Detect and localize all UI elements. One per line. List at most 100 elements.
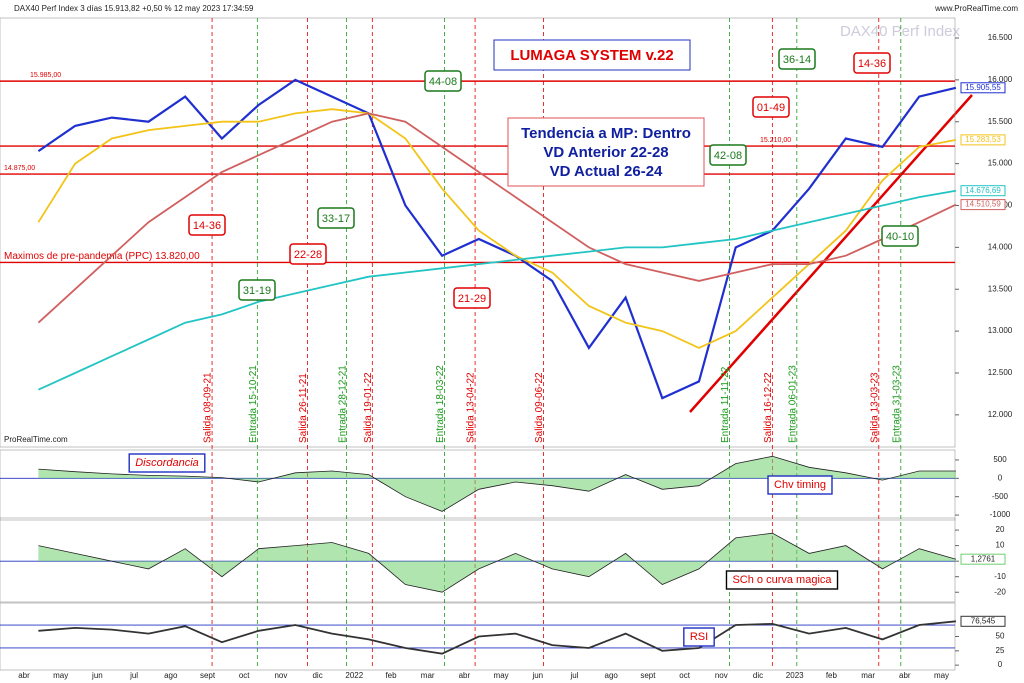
value-label: 76,545 [971,616,996,625]
event-label: Entrada 18-03-22 [435,365,446,443]
score-label: 22-28 [294,249,322,261]
x-tick-label: feb [385,671,397,680]
value-label: 1,2761 [971,554,996,563]
x-tick-label: mar [861,671,875,680]
panel-frame [0,17,956,448]
y-tick-label: 13.000 [988,326,1013,335]
value-label: 14.510,59 [965,200,1001,209]
panel-annotation: Chv timing [774,479,826,491]
y-tick-label: 10 [996,541,1005,550]
panel-annotation: Discordancia [135,457,199,469]
line [37,112,957,324]
y-tick-label: 15.500 [988,117,1013,126]
subtitle: VD Anterior 22-28 [543,144,668,161]
line [37,108,957,349]
x-tick-label: jun [531,671,543,680]
score-box [709,144,747,166]
y-tick-label: 14.000 [988,242,1013,251]
score-box [453,287,491,309]
subtitle: Tendencia a MP: Dentro [521,125,691,142]
x-tick-label: mar [421,671,435,680]
x-tick-label: oct [679,671,690,680]
header-site: www.ProRealTime.com [934,4,1018,13]
event-label: Salida 13-04-22 [466,372,477,443]
x-tick-label: jun [91,671,103,680]
y-tick-label: 50 [996,632,1005,641]
score-label: 44-08 [429,76,457,88]
value-label-box [960,615,1006,627]
level-label: Maximos de pre-pandemia (PPC) 13.820,00 [4,251,200,262]
score-box [778,48,816,70]
event-label: Salida 08-09-21 [203,372,214,443]
x-tick-label: abr [459,671,471,680]
value-label: 15.283,53 [965,135,1001,144]
event-label: Entrada 11-11-22 [720,366,731,443]
line [38,455,956,512]
x-tick-label: jul [569,671,578,680]
x-tick-label: jul [129,671,138,680]
score-label: 33-17 [322,213,350,225]
event-label: Salida 16-12-22 [763,372,774,443]
score-box [424,70,462,92]
score-label: 40-10 [886,231,914,243]
y-tick-label: 16.500 [988,33,1013,42]
level-label: 14.875,00 [4,165,35,172]
annotation-box [683,627,715,647]
score-label: 21-29 [458,293,486,305]
y-tick-label: -500 [992,492,1009,501]
chart-title: LUMAGA SYSTEM v.22 [510,47,673,64]
x-tick-label: may [53,671,68,680]
event-label: Salida 13-03-23 [869,372,880,443]
header-instrument: DAX40 Perf Index 3 días 15.913,82 +0,50 … [14,4,254,13]
panel-frame [0,449,956,521]
x-tick-label: ago [164,671,178,680]
value-label-box [960,185,1006,197]
score-label: 36-14 [783,54,811,66]
x-tick-label: oct [239,671,250,680]
x-tick-label: feb [826,671,838,680]
event-label: Salida 19-01-22 [363,372,374,443]
x-tick-label: sept [640,671,656,680]
y-tick-label: -1000 [990,510,1011,519]
x-tick-label: sept [200,671,216,680]
y-tick-label: 12.500 [988,368,1013,377]
score-box [238,279,276,301]
score-label: 31-19 [243,285,271,297]
event-label: Entrada 06-01-23 [787,365,798,443]
x-tick-label: 2023 [786,671,804,680]
annotation-box [128,453,206,473]
event-label: Entrada 15-10-21 [248,365,259,443]
watermark: DAX40 Perf Index [840,23,961,40]
subtitle-box [507,117,705,187]
y-tick-label: -10 [994,572,1006,581]
y-tick-label: 0 [998,660,1003,669]
x-tick-label: may [934,671,949,680]
value-label: 15.905,55 [965,83,1001,92]
y-tick-label: -20 [994,587,1006,596]
score-label: 42-08 [714,150,742,162]
y-tick-label: 20 [996,525,1005,534]
value-label: 14.676,69 [965,186,1001,195]
subtitle: VD Actual 26-24 [550,163,663,180]
score-label: 14-36 [858,58,886,70]
score-label: 01-49 [757,102,785,114]
event-label: Entrada 28-12-21 [337,365,348,443]
x-tick-label: may [494,671,509,680]
x-tick-label: nov [274,671,287,680]
x-tick-label: abr [18,671,30,680]
level-label: 15.985,00 [30,72,61,79]
y-tick-label: 0 [998,473,1003,482]
x-tick-label: ago [605,671,619,680]
value-label-box [960,134,1006,146]
value-label-box [960,553,1006,565]
line [37,78,957,400]
area [38,456,956,512]
event-label: Salida 26-11-21 [298,373,309,443]
level-label: 15.210,00 [760,137,791,144]
event-label: Salida 09-06-22 [534,372,545,443]
event-label: Entrada 31-03-23 [891,365,902,443]
y-tick-label: 13.500 [988,284,1013,293]
y-tick-label: 25 [996,646,1005,655]
